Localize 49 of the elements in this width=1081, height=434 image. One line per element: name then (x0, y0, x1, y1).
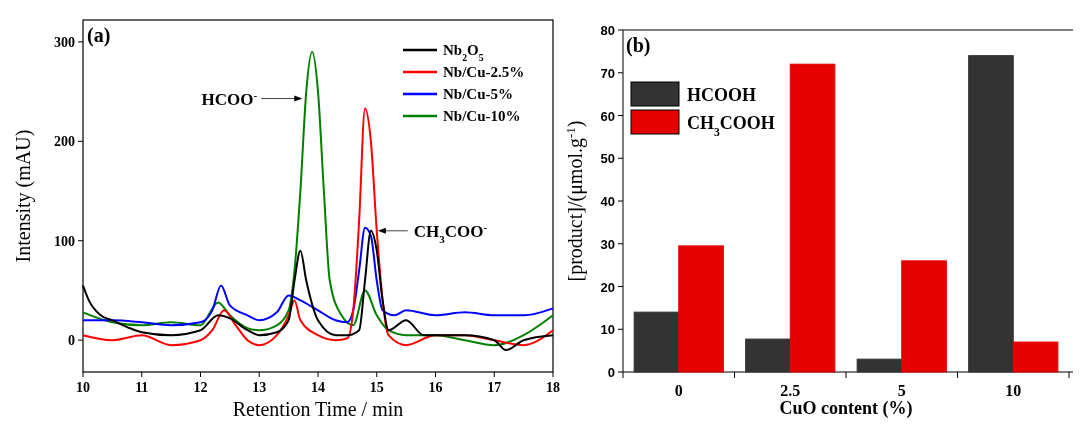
annotation: CH$_{3}$COO$^{-}$ (413, 220, 488, 245)
x-tick-label: 18 (546, 380, 560, 395)
x-tick-label: 11 (135, 380, 149, 395)
x-tick-label: 15 (369, 380, 384, 395)
x-tick-label: 2.5 (780, 382, 801, 399)
legend-label: Nb/Cu-2.5% (443, 64, 525, 80)
x-axis-title: CuO content (%) (779, 398, 913, 419)
bar (633, 311, 680, 373)
y-tick-label: 200 (54, 134, 75, 150)
x-tick-label: 16 (428, 380, 443, 395)
bar (901, 260, 947, 373)
y-tick-label: 0 (607, 365, 615, 380)
x-tick-label: 14 (311, 380, 325, 395)
legend-label: HCOOH (687, 85, 757, 105)
bar (856, 358, 903, 373)
y-tick-label: 300 (54, 34, 75, 50)
bar (1012, 341, 1059, 373)
annotation: (a) (87, 24, 111, 47)
x-tick-label: 10 (1005, 382, 1022, 399)
x-tick-label: 10 (76, 380, 90, 395)
y-tick-label: 30 (600, 236, 615, 252)
line-series (82, 107, 554, 347)
x-tick-label: 0 (674, 382, 683, 399)
y-tick-label: 0 (68, 333, 75, 349)
x-axis-title: Retention Time / min (232, 398, 404, 420)
legend-label: Nb/Cu-5% (443, 86, 514, 102)
bar (789, 63, 836, 373)
x-tick-label: 17 (487, 380, 502, 395)
y-axis-title: Intensity (mAU) (12, 129, 35, 263)
y-tick-label: 50 (600, 151, 615, 167)
annotation: HCOO$^{-}$ (201, 88, 258, 109)
bar (968, 55, 1014, 373)
y-tick-label: 60 (600, 108, 615, 124)
x-tick-label: 5 (897, 382, 906, 399)
legend-label: Nb$_{2}$O$_{5}$ (443, 42, 484, 63)
line-series (82, 226, 554, 327)
y-tick-label: 100 (54, 233, 75, 249)
y-tick-label: 40 (600, 194, 615, 209)
annotation: (b) (626, 34, 651, 57)
y-tick-label: 10 (600, 322, 615, 338)
bar (745, 338, 791, 373)
y-tick-label: 80 (600, 23, 615, 38)
y-tick-label: 70 (600, 65, 615, 81)
y-tick-label: 20 (600, 279, 615, 295)
bar (678, 245, 724, 373)
x-tick-label: 13 (252, 380, 267, 395)
legend-label: CH$_{3}$COOH (687, 113, 775, 139)
x-tick-label: 12 (193, 380, 208, 395)
legend-label: Nb/Cu-10% (443, 108, 521, 124)
